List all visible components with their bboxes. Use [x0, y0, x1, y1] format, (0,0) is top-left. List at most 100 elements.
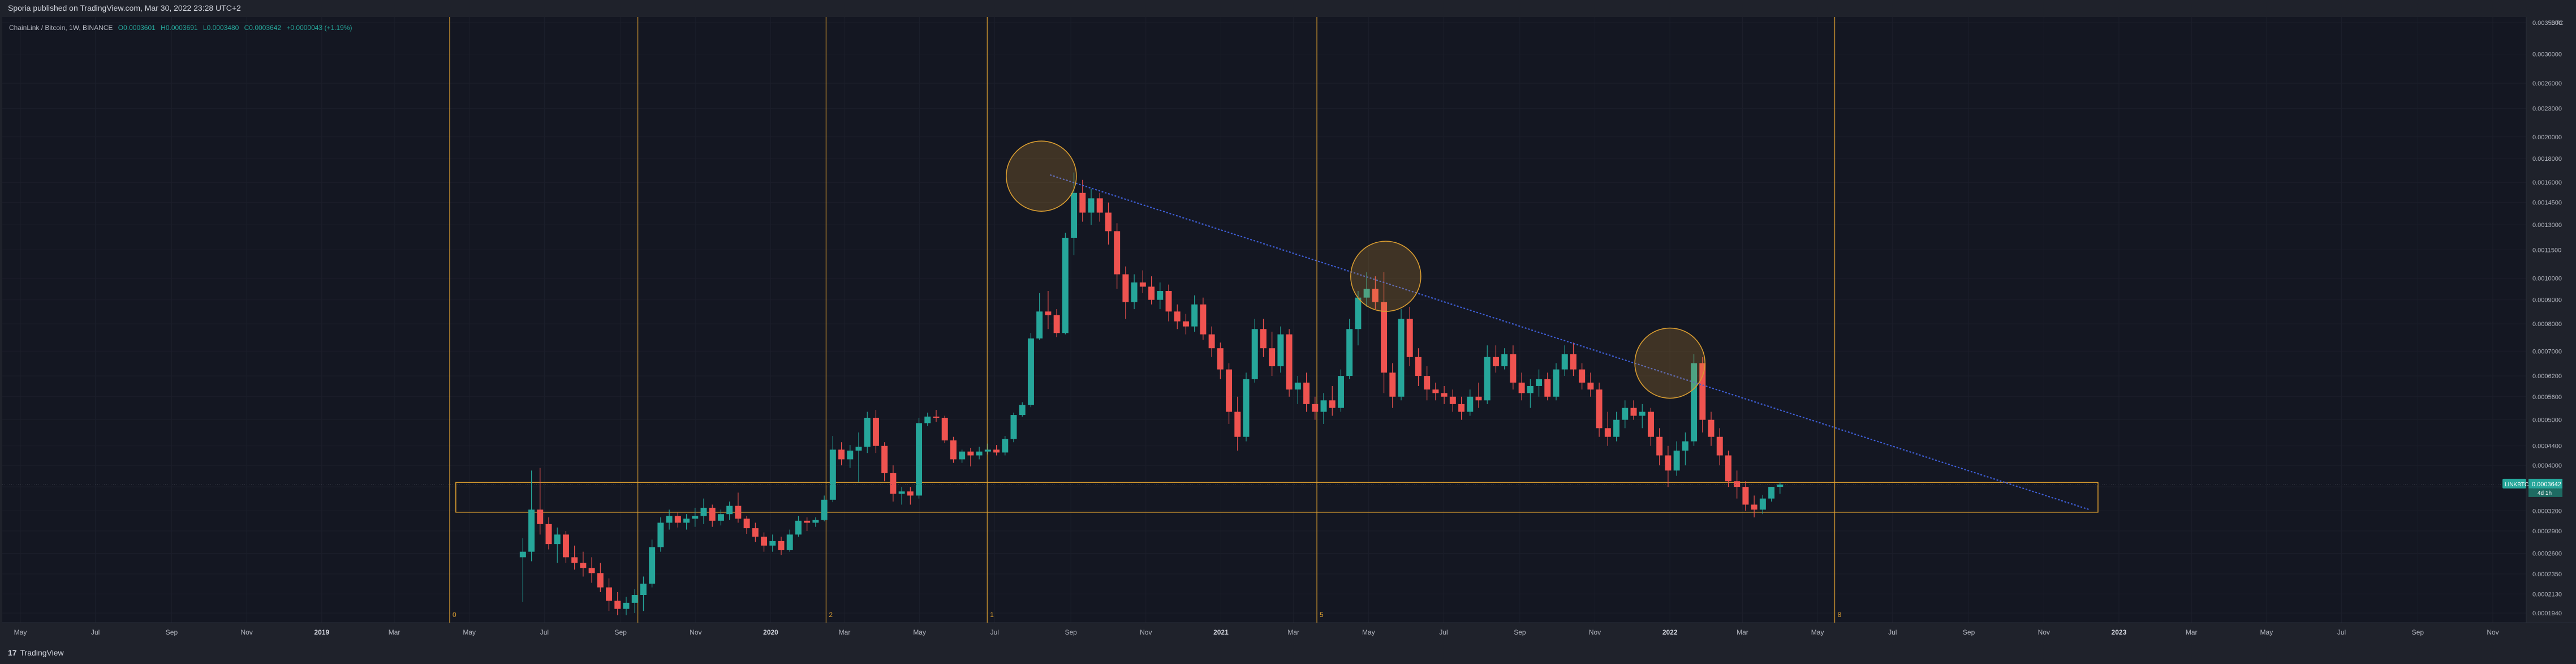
- candle-body: [597, 573, 604, 588]
- x-tick-label: Nov: [1140, 628, 1152, 636]
- candle-body: [881, 445, 888, 473]
- candle-body: [1114, 231, 1121, 275]
- x-tick-label: May: [1811, 628, 1824, 636]
- candle-body: [1449, 396, 1456, 404]
- y-tick-label: 0.0018000: [2532, 156, 2562, 162]
- x-tick-label: Mar: [1287, 628, 1299, 636]
- candle-body: [1622, 408, 1629, 420]
- candle-body: [1561, 354, 1568, 370]
- chart-pane[interactable]: [2, 17, 2526, 623]
- candle-body: [1708, 419, 1715, 437]
- candle-body: [528, 509, 535, 552]
- candle-body: [1630, 408, 1637, 416]
- candle-body: [657, 522, 664, 547]
- candle-body: [1079, 192, 1086, 213]
- candle-body: [1691, 363, 1698, 442]
- candle-body: [1088, 198, 1095, 213]
- x-tick-label: Nov: [240, 628, 252, 636]
- publish-info: Sporia published on TradingView.com, Mar…: [8, 3, 241, 12]
- candle-body: [571, 557, 578, 563]
- candle-body: [1536, 379, 1543, 386]
- candle-body: [606, 587, 613, 601]
- candle-body: [1165, 291, 1172, 312]
- x-tick-label: Nov: [690, 628, 701, 636]
- candle-body: [1182, 321, 1189, 327]
- candle-body: [1673, 451, 1680, 471]
- y-tick-label: 0.0007000: [2532, 348, 2562, 355]
- candle-body: [967, 451, 974, 456]
- candle-body: [1381, 302, 1388, 373]
- candle-body: [804, 520, 811, 523]
- y-tick-label: 0.0004000: [2532, 462, 2562, 469]
- y-tick-label: 0.0002130: [2532, 591, 2562, 598]
- candle-body: [1131, 282, 1138, 302]
- y-tick-label: 0.0035000: [2532, 20, 2562, 27]
- candle-body: [1665, 455, 1672, 471]
- candle-body: [554, 534, 561, 545]
- candle-body: [1432, 389, 1439, 393]
- candle-body: [1036, 311, 1043, 339]
- x-tick-label: Jul: [2337, 628, 2346, 636]
- candle-body: [683, 519, 690, 523]
- candle-body: [821, 499, 828, 520]
- candle-body: [1510, 354, 1517, 383]
- candle-body: [1639, 412, 1645, 416]
- candle-body: [1277, 334, 1284, 367]
- candle-body: [1329, 400, 1336, 408]
- x-tick-label: Mar: [2186, 628, 2198, 636]
- candle-body: [1062, 238, 1069, 333]
- candle-body: [1441, 393, 1448, 397]
- candle-body: [1096, 198, 1103, 213]
- candle-body: [562, 534, 569, 558]
- tradingview-brand[interactable]: 17 TradingView: [8, 648, 64, 657]
- candle-body: [1148, 286, 1155, 300]
- candle-body: [752, 528, 759, 537]
- candle-body: [1518, 382, 1525, 393]
- candle-body: [812, 520, 819, 523]
- candle-body: [1337, 376, 1344, 408]
- candle-body: [1475, 396, 1482, 401]
- candle-body: [631, 595, 638, 603]
- candle-body: [1071, 192, 1078, 238]
- candle-body: [1406, 319, 1413, 357]
- x-tick-label: Sep: [1963, 628, 1975, 636]
- candle-body: [743, 519, 750, 529]
- candle-body: [1346, 329, 1353, 376]
- candle-body: [1312, 404, 1319, 412]
- candle-body: [829, 449, 836, 500]
- y-tick-label: 0.0005000: [2532, 417, 2562, 424]
- x-tick-label: Jul: [540, 628, 549, 636]
- candle-body: [761, 537, 768, 546]
- x-tick-label: Jul: [91, 628, 100, 636]
- x-tick-label: Sep: [615, 628, 627, 636]
- candle-body: [1682, 441, 1688, 451]
- candle-body: [1768, 487, 1775, 499]
- candle-body: [1656, 436, 1663, 456]
- candle-body: [838, 449, 845, 460]
- candle-body: [1303, 382, 1310, 404]
- x-tick-label: Nov: [1589, 628, 1601, 636]
- candle-body: [1467, 396, 1474, 412]
- candle-body: [1053, 315, 1060, 333]
- symbol-tag: [2502, 478, 2526, 489]
- candle-body: [537, 509, 544, 524]
- candle-body: [1174, 311, 1181, 322]
- candle-body: [872, 418, 879, 446]
- chart-svg[interactable]: 0 2 1 5 8 0.0035000 0.0030000 0.0026000 0.002300…: [0, 0, 2576, 641]
- candle-body: [1226, 369, 1233, 412]
- candle-body: [1010, 415, 1017, 439]
- fib-time-label: 0: [453, 611, 456, 619]
- x-tick-label: May: [463, 628, 476, 636]
- candle-body: [1157, 291, 1164, 300]
- symbol-title[interactable]: ChainLink / Bitcoin, 1W, BINANCE: [9, 24, 113, 32]
- candle-body: [700, 507, 707, 516]
- candle-body: [864, 418, 871, 447]
- legend-close: C0.0003642: [244, 24, 282, 32]
- x-tick-label: Jul: [990, 628, 999, 636]
- candle-body: [666, 516, 673, 523]
- candle-body: [855, 447, 862, 451]
- candle-body: [1398, 319, 1405, 397]
- x-tick-label: Jul: [1888, 628, 1897, 636]
- candle-body: [1604, 428, 1611, 437]
- candle-body: [649, 547, 656, 584]
